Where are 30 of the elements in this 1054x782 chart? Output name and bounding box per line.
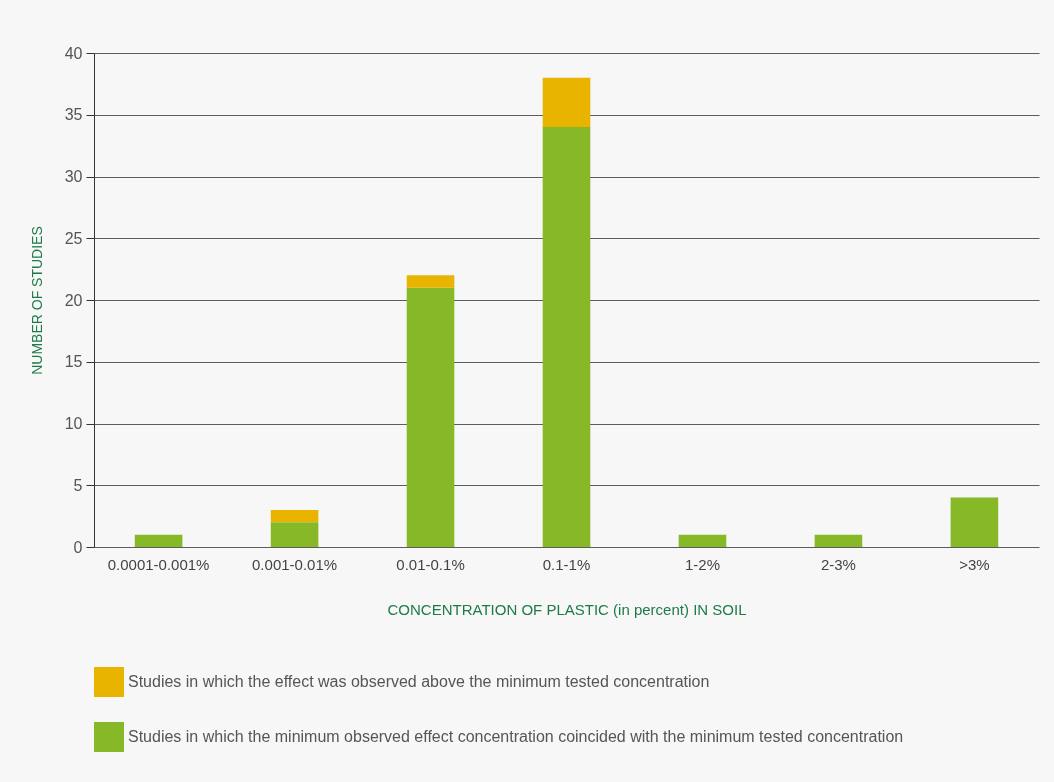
y-tick-label: 15 bbox=[64, 353, 83, 371]
x-tick-label: 2-3% bbox=[820, 555, 856, 573]
legend-label: Studies in which the effect was observed above the minimum tested concentration bbox=[128, 673, 710, 690]
y-tick-label: 40 bbox=[64, 44, 83, 62]
x-tick-label: 0.1-1% bbox=[542, 555, 591, 573]
x-axis-title: CONCENTRATION OF PLASTIC (in percent) IN SOIL bbox=[387, 600, 747, 618]
bar bbox=[270, 522, 319, 547]
y-tick-label: 30 bbox=[64, 168, 83, 185]
bar bbox=[542, 77, 591, 128]
bar bbox=[814, 534, 863, 547]
y-axis-title: NUMBER OF STUDIES bbox=[28, 226, 45, 375]
bar bbox=[406, 275, 455, 288]
x-tick-label: 1-2% bbox=[684, 555, 720, 573]
y-tick-label: 5 bbox=[73, 476, 83, 494]
legend-label: Studies in which the minimum observed effect concentration coincided with the minimum tested concentration bbox=[128, 728, 904, 745]
bar bbox=[270, 509, 319, 523]
bar bbox=[678, 534, 727, 547]
y-tick-label: 20 bbox=[64, 291, 83, 309]
bar bbox=[950, 497, 999, 547]
y-tick-label: 0 bbox=[73, 538, 83, 556]
bar bbox=[406, 287, 455, 547]
y-tick-label: 10 bbox=[64, 415, 83, 432]
x-tick-label: 0.001-0.01% bbox=[252, 555, 338, 573]
bar bbox=[134, 534, 183, 547]
x-tick-label: 0.0001-0.001% bbox=[107, 555, 210, 573]
x-tick-label: 0.01-0.1% bbox=[396, 555, 465, 573]
bar bbox=[542, 127, 591, 547]
y-tick-label: 35 bbox=[64, 106, 83, 124]
x-tick-label: >3% bbox=[959, 555, 990, 573]
y-tick-label: 25 bbox=[64, 229, 83, 247]
